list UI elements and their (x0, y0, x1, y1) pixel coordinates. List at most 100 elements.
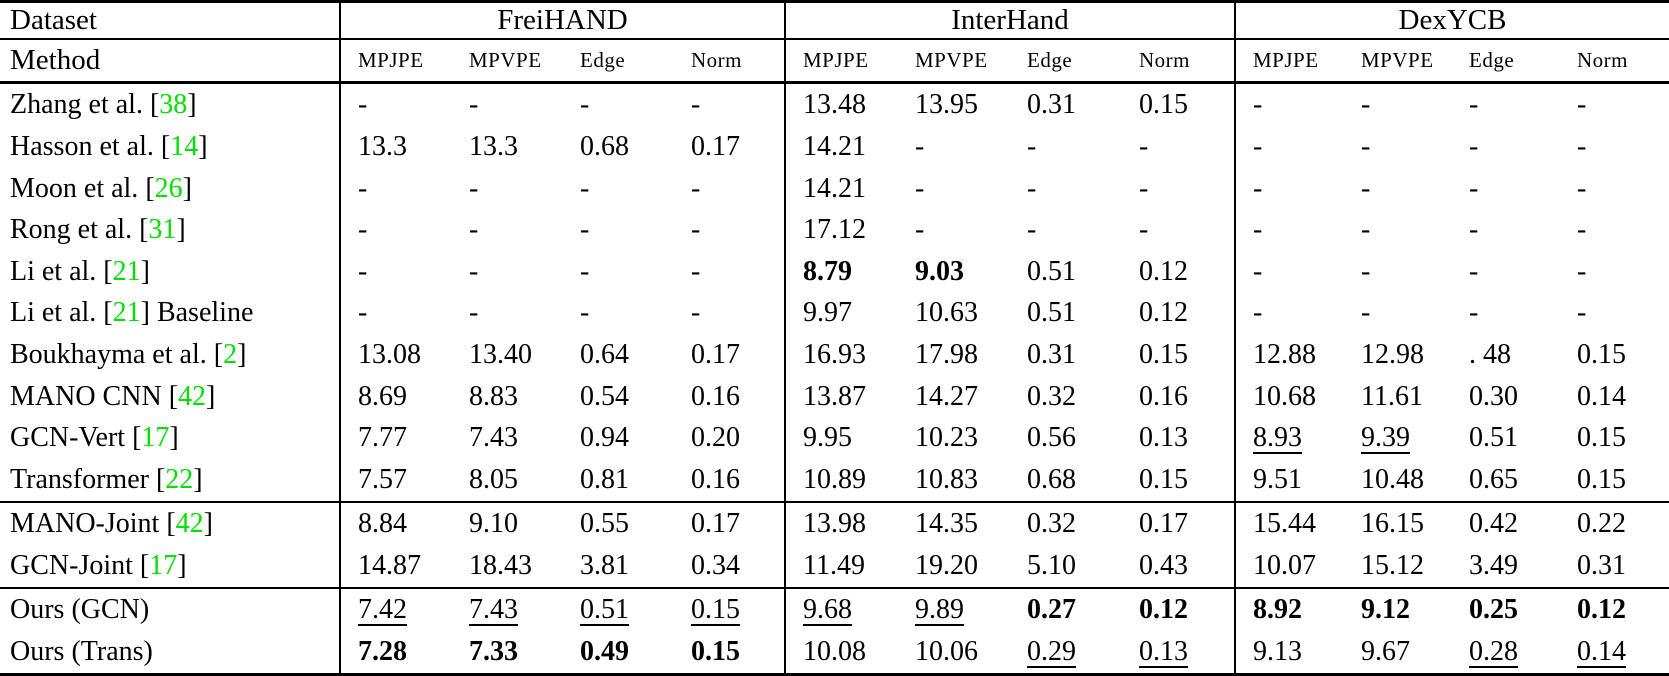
value-cell: 7.33 (452, 630, 563, 676)
value-cell: - (1027, 130, 1037, 162)
value-cell: 16.15 (1344, 501, 1452, 545)
metric-header-edge: Edge (1452, 38, 1560, 84)
value-cell: - (1027, 172, 1037, 204)
value-cell: - (915, 130, 925, 162)
value-cell: - (469, 172, 479, 204)
value-cell: - (915, 172, 925, 204)
value-cell: 8.05 (469, 464, 518, 496)
value-cell: 10.07 (1234, 544, 1344, 588)
method-cell: Li et al. [21] (10, 255, 150, 287)
value-cell: 10.08 (784, 630, 898, 676)
value-cell: - (691, 172, 701, 204)
metric-header-norm: Norm (1560, 38, 1669, 84)
value-cell: - (339, 82, 452, 127)
value-cell: 19.20 (915, 549, 978, 581)
method-cell: GCN-Vert [17] (10, 422, 179, 454)
value-cell: - (1361, 214, 1371, 246)
value-cell: 11.61 (1361, 380, 1423, 412)
value-cell: - (469, 297, 479, 329)
value-cell: - (1577, 214, 1587, 246)
value-cell: - (469, 214, 479, 246)
value-cell: - (1139, 130, 1149, 162)
value-cell: 0.13 (1122, 630, 1235, 676)
metric-header-norm: Norm (674, 38, 785, 84)
value-cell: 0.16 (691, 380, 740, 412)
value-cell: - (339, 167, 452, 210)
dataset-header-dexycb: DexYCB (1233, 0, 1669, 40)
value-cell: 0.25 (1452, 586, 1560, 631)
value-cell: - (1577, 89, 1587, 121)
citation-number: 14 (170, 130, 199, 162)
value-cell: 0.51 (1469, 422, 1518, 454)
value-cell: 10.23 (915, 422, 978, 454)
value-cell: 12.98 (1361, 339, 1424, 371)
method-cell: Rong et al. [31] (10, 214, 186, 246)
value-cell: 0.42 (1452, 501, 1560, 545)
value-cell: 8.83 (469, 380, 518, 412)
value-cell: 0.16 (1139, 380, 1188, 412)
value-cell: 18.43 (469, 549, 532, 581)
value-cell: 9.10 (452, 501, 563, 545)
value-cell: 0.14 (1577, 380, 1626, 412)
metric-header-edge: Edge (563, 38, 674, 84)
method-cell: Hasson et al. [14] (10, 130, 208, 162)
method-cell: Li et al. [21] Baseline (10, 297, 254, 329)
value-cell: - (1577, 172, 1587, 204)
value-cell: 0.51 (563, 586, 674, 631)
value-cell: - (1027, 214, 1037, 246)
value-cell: 0.56 (1027, 422, 1076, 454)
table-row: Moon et al. [26] - - - -14.21- - - - - - - (0, 167, 1669, 210)
value-cell: 17.98 (915, 339, 978, 371)
value-cell: 15.12 (1361, 549, 1424, 581)
value-cell: 0.15 (674, 630, 785, 676)
citation-number: 42 (175, 507, 204, 539)
value-cell: 0.12 (1560, 586, 1669, 631)
value-cell: - (580, 297, 590, 329)
value-cell: 0.15 (1139, 89, 1188, 121)
value-cell: 9.95 (784, 417, 898, 460)
metric-header-mpjpe: MPJPE (339, 38, 452, 84)
value-cell: - (1234, 167, 1344, 210)
dataset-header-row: Dataset FreiHAND InterHand DexYCB (0, 0, 1669, 40)
value-cell: 9.68 (784, 586, 898, 631)
value-cell: 0.51 (1027, 297, 1076, 329)
metric-header-mpjpe: MPJPE (1234, 38, 1344, 84)
table-row: Li et al. [21] Baseline - - - -9.97 10.63 0.51… (0, 292, 1669, 335)
value-cell: 10.48 (1361, 464, 1424, 496)
value-cell: 10.06 (898, 630, 1010, 676)
method-cell: GCN-Joint [17] (10, 549, 187, 581)
value-cell: 0.31 (1027, 89, 1076, 121)
metric-header-edge: Edge (1010, 38, 1122, 84)
citation-number: 31 (148, 214, 177, 246)
table-row: Transformer [22] 7.57 8.05 0.81 0.16 10.89 10.… (0, 459, 1669, 502)
value-cell: - (580, 214, 590, 246)
value-cell: - (580, 89, 590, 121)
value-cell: 13.3 (339, 126, 452, 168)
value-cell: 0.55 (563, 501, 674, 545)
value-cell: 10.63 (915, 297, 978, 329)
method-cell: Boukhayma et al. [2] (10, 339, 247, 371)
value-cell: 0.20 (691, 422, 740, 454)
value-cell: 15.44 (1234, 501, 1344, 545)
value-cell: 0.28 (1452, 630, 1560, 676)
table-row: Zhang et al. [38] - - - -13.48 13.95 0.31 0.15-… (0, 82, 1669, 127)
value-cell: 8.69 (339, 375, 452, 418)
metrics-header-row: Method MPJPE MPVPE Edge Norm MPJPE MPVPE… (0, 38, 1669, 84)
value-cell: 14.87 (339, 544, 452, 588)
metric-header-mpvpe: MPVPE (1344, 38, 1452, 84)
value-cell: - (1139, 172, 1149, 204)
value-cell: 0.17 (691, 130, 740, 162)
value-cell: 10.89 (784, 459, 898, 502)
value-cell: 16.93 (784, 334, 898, 376)
metric-header-mpvpe: MPVPE (898, 38, 1010, 84)
value-cell: - (1469, 89, 1479, 121)
value-cell: 9.97 (784, 292, 898, 335)
value-cell: 0.17 (1122, 501, 1235, 545)
citation-number: 17 (141, 422, 170, 454)
value-cell: 0.12 (1139, 297, 1188, 329)
value-cell: 0.12 (1122, 586, 1235, 631)
method-cell: Moon et al. [26] (10, 172, 192, 204)
value-cell: - (691, 214, 701, 246)
value-cell: - (339, 292, 452, 335)
value-cell: 8.79 (784, 250, 898, 293)
